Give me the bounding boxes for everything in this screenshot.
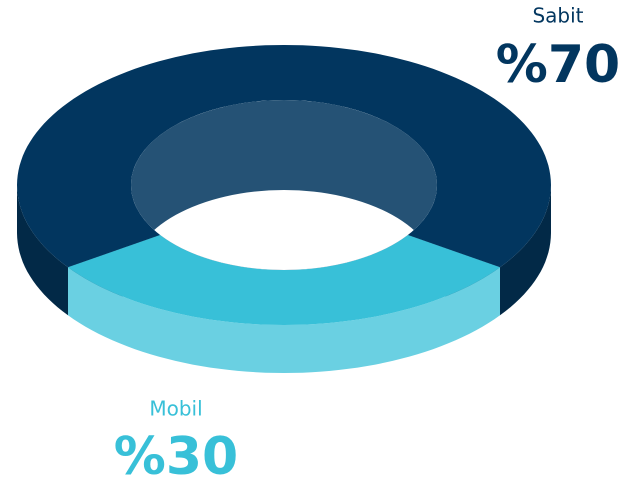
value-label: %70 [496,35,620,95]
segment [68,235,500,325]
side-wall [17,185,68,316]
segment [17,45,551,268]
category-label: Mobil [149,397,202,421]
side-wall [68,267,500,373]
hole [131,190,437,270]
value-label: %30 [114,427,238,487]
donut [17,45,551,373]
side-wall [500,185,551,316]
hole-floor [131,190,437,270]
category-label: Sabit [532,4,583,28]
